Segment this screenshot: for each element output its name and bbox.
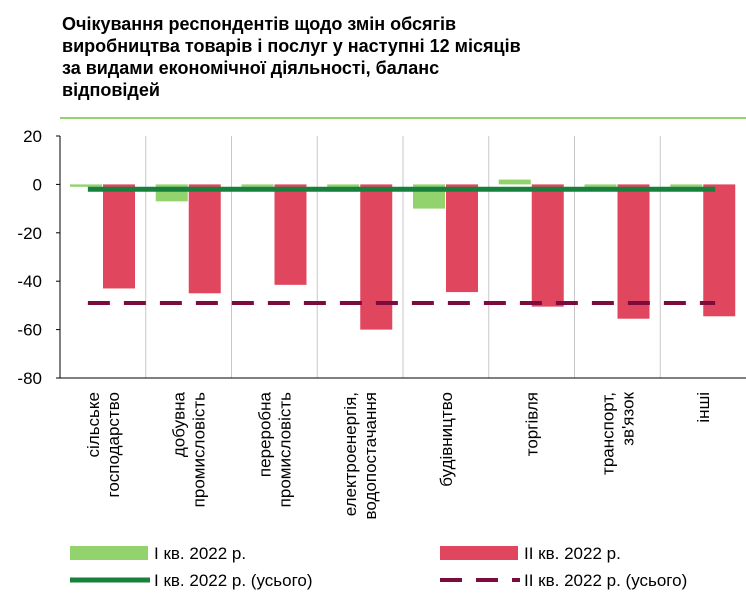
bar [446, 184, 478, 293]
x-tick-label-line: господарство [104, 392, 123, 497]
chart-title: виробництва товарів і послуг у наступні … [62, 36, 521, 56]
y-tick-label: -60 [17, 321, 42, 340]
x-tick-label-line: будівництво [437, 392, 456, 487]
y-tick-label: -40 [17, 272, 42, 291]
legend-swatch [440, 546, 518, 560]
chart-title: за видами економічної діяльності, баланс [62, 58, 439, 78]
x-tick-label: транспорт,зв'язок [598, 391, 637, 475]
x-tick-label: переробнапромисловість [255, 391, 294, 507]
x-tick-label-line: інші [694, 392, 713, 423]
legend-label: I кв. 2022 р. [154, 544, 246, 563]
x-tick-label-line: добувна [170, 391, 189, 457]
x-tick-label: торгівля [523, 392, 542, 456]
bar [670, 184, 703, 187]
bar [274, 184, 307, 285]
x-tick-label: будівництво [437, 392, 456, 487]
bar [103, 184, 135, 289]
bar [617, 184, 650, 319]
bar [498, 179, 531, 185]
bar [188, 184, 221, 294]
y-tick-label: -20 [17, 224, 42, 243]
x-tick-label-line: торгівля [523, 392, 542, 456]
bar [360, 184, 393, 330]
bar [241, 184, 274, 187]
y-tick-label: 0 [33, 175, 42, 194]
y-tick-label: 20 [23, 127, 42, 146]
legend-label: I кв. 2022 р. (усього) [154, 571, 313, 590]
legend-label: II кв. 2022 р. (усього) [524, 571, 687, 590]
bar [531, 184, 564, 307]
x-tick-label-line: промисловість [275, 392, 294, 507]
bar [70, 184, 102, 187]
bar [703, 184, 736, 317]
legend-swatch [70, 546, 148, 560]
y-tick-label: -80 [17, 369, 42, 388]
x-tick-label: добувнапромисловість [170, 391, 209, 507]
x-tick-label: електроенергія,водопостачання [341, 392, 380, 519]
x-tick-label-line: промисловість [190, 392, 209, 507]
x-tick-label-line: переробна [255, 391, 274, 477]
legend-label: II кв. 2022 р. [524, 544, 621, 563]
x-tick-label: інші [694, 392, 713, 423]
x-tick-label: сільськегосподарство [84, 392, 123, 497]
x-tick-label-line: сільське [84, 392, 103, 458]
x-tick-label-line: водопостачання [361, 392, 380, 519]
x-tick-label-line: транспорт, [598, 392, 617, 475]
bar [584, 184, 617, 187]
x-tick-label-line: зв'язок [618, 391, 637, 445]
x-tick-label-line: електроенергія, [341, 392, 360, 516]
chart-title: відповідей [62, 80, 160, 100]
chart-title: Очікування респондентів щодо змін обсягі… [62, 14, 456, 34]
